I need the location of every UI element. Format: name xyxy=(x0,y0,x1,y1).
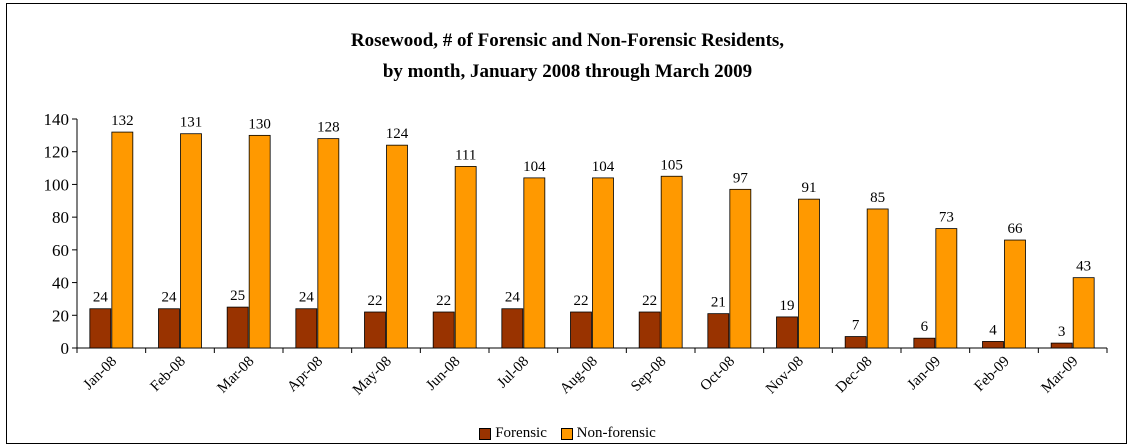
bar-forensic xyxy=(433,312,454,348)
data-label-forensic: 22 xyxy=(368,293,383,309)
data-label-non-forensic: 85 xyxy=(870,190,885,206)
data-label-non-forensic: 97 xyxy=(733,170,749,186)
bar-non-forensic xyxy=(318,139,339,348)
bar-forensic xyxy=(90,309,111,348)
y-tick-label: 20 xyxy=(52,306,69,325)
legend-swatch-forensic xyxy=(479,428,491,440)
bar-forensic xyxy=(227,307,248,348)
x-tick-label: Oct-08 xyxy=(697,354,738,395)
y-tick-label: 140 xyxy=(44,110,70,129)
bar-non-forensic xyxy=(387,145,408,348)
bar-forensic xyxy=(571,312,592,348)
bar-forensic xyxy=(845,337,866,348)
bar-non-forensic xyxy=(524,178,545,348)
bar-forensic xyxy=(914,338,935,348)
bar-non-forensic xyxy=(867,209,888,348)
data-label-non-forensic: 128 xyxy=(317,120,340,136)
data-label-non-forensic: 73 xyxy=(939,210,954,226)
x-tick-label: Dec-08 xyxy=(833,354,876,397)
data-label-non-forensic: 131 xyxy=(180,115,203,131)
legend-label-forensic: Forensic xyxy=(495,425,547,442)
x-tick-label: Apr-08 xyxy=(284,354,326,396)
x-tick-label: Nov-08 xyxy=(763,354,807,398)
legend: Forensic Non-forensic xyxy=(0,425,1135,445)
x-tick-label: Mar-08 xyxy=(215,354,258,397)
data-label-non-forensic: 104 xyxy=(523,159,546,175)
y-tick-label: 120 xyxy=(44,143,70,162)
legend-item-non-forensic: Non-forensic xyxy=(561,425,656,442)
data-label-forensic: 3 xyxy=(1058,324,1066,340)
legend-swatch-non-forensic xyxy=(561,428,573,440)
data-label-non-forensic: 111 xyxy=(455,147,476,163)
x-tick-label: Feb-08 xyxy=(147,354,188,395)
data-label-non-forensic: 130 xyxy=(248,116,271,132)
bar-non-forensic xyxy=(593,178,614,348)
data-label-non-forensic: 105 xyxy=(660,157,683,173)
bar-non-forensic xyxy=(249,135,270,348)
data-label-forensic: 24 xyxy=(505,290,521,306)
y-tick-label: 0 xyxy=(61,339,70,358)
y-tick-label: 100 xyxy=(44,175,70,194)
bar-forensic xyxy=(502,309,523,348)
data-label-forensic: 24 xyxy=(93,290,109,306)
bar-forensic xyxy=(639,312,660,348)
x-tick-label: Jan-09 xyxy=(905,354,945,394)
data-label-non-forensic: 66 xyxy=(1008,221,1024,237)
bar-non-forensic xyxy=(1073,278,1094,348)
data-label-forensic: 7 xyxy=(852,318,860,334)
bar-forensic xyxy=(365,312,386,348)
bar-forensic xyxy=(296,309,317,348)
legend-label-non-forensic: Non-forensic xyxy=(577,425,656,442)
bar-forensic xyxy=(777,317,798,348)
y-tick-label: 60 xyxy=(52,241,69,260)
y-tick-label: 80 xyxy=(52,208,69,227)
data-label-non-forensic: 43 xyxy=(1076,259,1091,275)
data-label-non-forensic: 124 xyxy=(386,126,409,142)
legend-item-forensic: Forensic xyxy=(479,425,547,442)
bar-non-forensic xyxy=(661,176,682,348)
data-label-forensic: 24 xyxy=(299,290,315,306)
bar-non-forensic xyxy=(181,134,202,348)
y-tick-label: 40 xyxy=(52,274,69,293)
data-label-non-forensic: 91 xyxy=(802,180,817,196)
bar-forensic xyxy=(1051,343,1072,348)
x-tick-label: Jan-08 xyxy=(81,354,121,394)
data-label-forensic: 25 xyxy=(230,288,245,304)
data-label-non-forensic: 104 xyxy=(592,159,615,175)
x-tick-label: Mar-09 xyxy=(1039,354,1082,397)
x-tick-label: Feb-09 xyxy=(971,354,1012,395)
data-label-forensic: 19 xyxy=(780,298,795,314)
data-label-non-forensic: 132 xyxy=(111,113,134,129)
x-tick-label: Sep-08 xyxy=(628,354,669,395)
bar-forensic xyxy=(708,314,729,348)
bar-non-forensic xyxy=(936,229,957,348)
data-label-forensic: 24 xyxy=(162,290,178,306)
bar-non-forensic xyxy=(112,132,133,348)
bar-non-forensic xyxy=(1005,240,1026,348)
data-label-forensic: 6 xyxy=(921,319,929,335)
bar-forensic xyxy=(983,341,1004,348)
data-label-forensic: 4 xyxy=(989,322,997,338)
data-label-forensic: 21 xyxy=(711,295,726,311)
x-tick-label: Jun-08 xyxy=(423,354,463,394)
data-label-forensic: 22 xyxy=(574,293,589,309)
x-tick-label: Jul-08 xyxy=(494,354,532,392)
data-label-forensic: 22 xyxy=(436,293,451,309)
bar-forensic xyxy=(159,309,180,348)
data-label-forensic: 22 xyxy=(642,293,657,309)
bar-non-forensic xyxy=(455,166,476,348)
x-tick-label: May-08 xyxy=(350,354,395,399)
bar-non-forensic xyxy=(799,199,820,348)
bar-non-forensic xyxy=(730,189,751,348)
x-tick-label: Aug-08 xyxy=(557,354,601,398)
